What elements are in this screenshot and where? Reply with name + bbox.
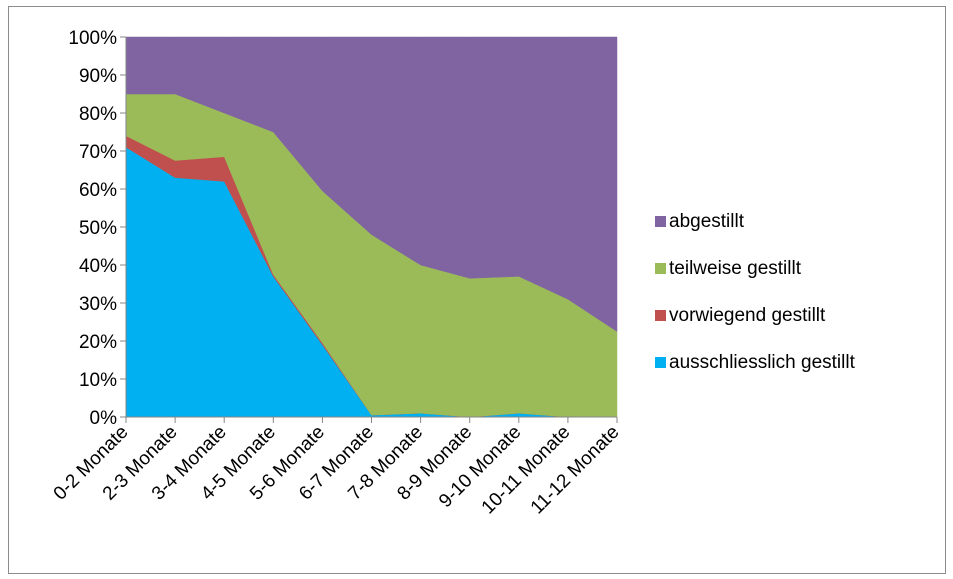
legend-swatch-ausschliesslich-gestillt bbox=[655, 357, 666, 368]
legend-swatch-teilweise-gestillt bbox=[655, 263, 666, 274]
legend-label-ausschliesslich-gestillt: ausschliesslich gestillt bbox=[669, 351, 855, 373]
y-tick-label: 70% bbox=[79, 142, 117, 163]
legend-label-abgestillt: abgestillt bbox=[669, 210, 744, 232]
y-tick-label: 0% bbox=[90, 408, 118, 429]
y-tick-label: 60% bbox=[79, 180, 117, 201]
y-tick-label: 50% bbox=[79, 218, 117, 239]
y-tick-label: 100% bbox=[68, 28, 117, 49]
legend-item-teilweise-gestillt: teilweise gestillt bbox=[655, 257, 945, 280]
legend-label-teilweise-gestillt: teilweise gestillt bbox=[669, 257, 801, 279]
area-abgestillt bbox=[125, 36, 618, 332]
legend: abgestillt teilweise gestillt vorwiegend… bbox=[655, 210, 945, 398]
y-tick-label: 20% bbox=[79, 332, 117, 353]
y-tick-label: 40% bbox=[79, 256, 117, 277]
legend-swatch-vorwiegend-gestillt bbox=[655, 310, 666, 321]
y-tick-label: 90% bbox=[79, 66, 117, 87]
y-tick-label: 10% bbox=[79, 370, 117, 391]
legend-item-vorwiegend-gestillt: vorwiegend gestillt bbox=[655, 304, 945, 327]
x-tick-label: 11-12 Monate bbox=[527, 422, 624, 519]
legend-item-ausschliesslich-gestillt: ausschliesslich gestillt bbox=[655, 351, 945, 374]
legend-swatch-abgestillt bbox=[655, 216, 666, 227]
y-tick-label: 30% bbox=[79, 294, 117, 315]
y-tick-label: 80% bbox=[79, 104, 117, 125]
legend-label-vorwiegend-gestillt: vorwiegend gestillt bbox=[669, 304, 826, 326]
legend-item-abgestillt: abgestillt bbox=[655, 210, 945, 233]
